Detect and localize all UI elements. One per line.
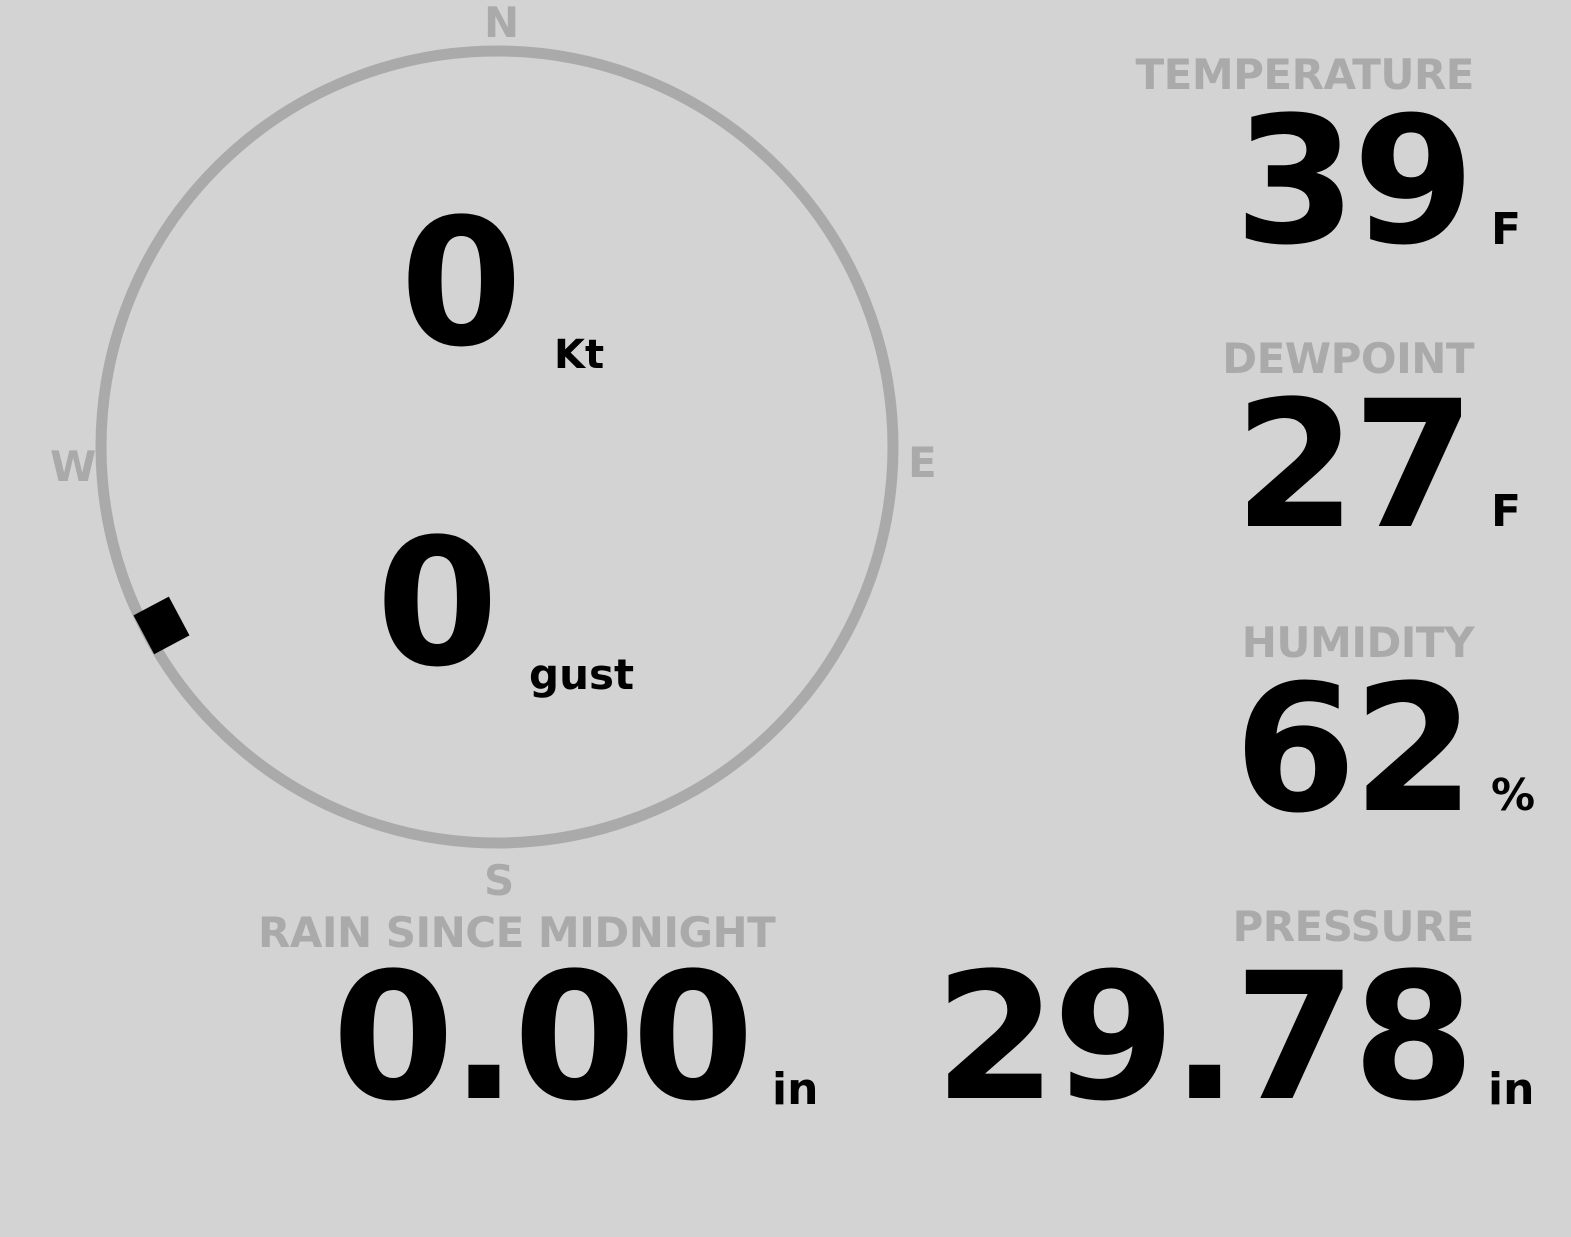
temperature-label: TEMPERATURE [1135, 50, 1475, 99]
rain-unit: in [772, 1064, 819, 1115]
humidity-value: 62 [1234, 647, 1475, 852]
pressure-value: 29.78 [934, 935, 1475, 1140]
temperature-unit: F [1491, 204, 1522, 255]
pressure-unit: in [1488, 1064, 1535, 1115]
wind-speed-unit: Kt [554, 332, 605, 378]
compass-west: W [50, 442, 97, 491]
temperature-value: 39 [1234, 79, 1475, 284]
rain-label: RAIN SINCE MIDNIGHT [258, 908, 776, 957]
compass-north: N [484, 0, 520, 47]
humidity-unit: % [1491, 770, 1536, 821]
pressure-label: PRESSURE [1232, 902, 1474, 951]
dewpoint-unit: F [1491, 486, 1522, 537]
rain-value: 0.00 [332, 935, 754, 1140]
wind-gust-unit: gust [529, 650, 635, 699]
compass-east: E [908, 438, 937, 487]
dewpoint-label: DEWPOINT [1222, 334, 1474, 383]
humidity-label: HUMIDITY [1241, 618, 1475, 667]
wind-gust-value: 0 [376, 501, 498, 706]
dewpoint-value: 27 [1234, 363, 1475, 568]
wind-direction-marker [133, 596, 190, 655]
compass-circle [95, 45, 899, 849]
compass-south: S [484, 856, 515, 905]
wind-speed-value: 0 [400, 181, 522, 386]
